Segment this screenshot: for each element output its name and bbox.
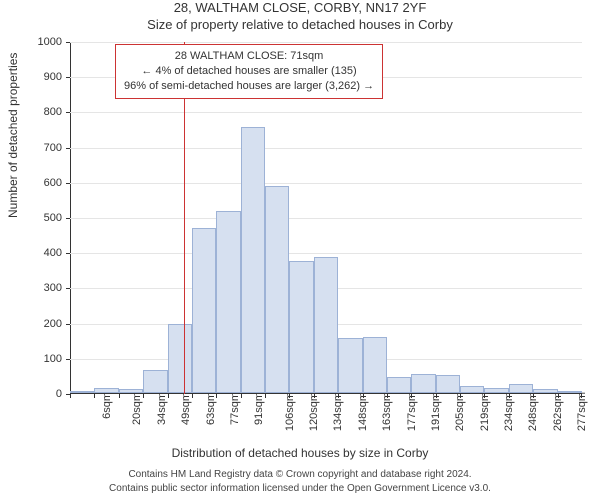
x-tick-label: 20sqm [131, 392, 143, 425]
y-tick-mark [66, 324, 70, 325]
x-tick-label: 277sqm [576, 392, 588, 431]
histogram-bar [533, 389, 557, 393]
x-tick-mark [216, 394, 217, 398]
grid-line [70, 112, 582, 113]
page-root: 28, WALTHAM CLOSE, CORBY, NN17 2YF Size … [0, 0, 600, 500]
y-tick-mark [66, 183, 70, 184]
y-tick-mark [66, 112, 70, 113]
y-tick-label: 600 [0, 177, 62, 189]
y-tick-label: 200 [0, 318, 62, 330]
footer-line-2: Contains public sector information licen… [0, 483, 600, 494]
y-tick-mark [66, 77, 70, 78]
y-tick-mark [66, 42, 70, 43]
x-tick-mark [484, 394, 485, 398]
x-tick-label: 91sqm [253, 392, 265, 425]
histogram-bar [241, 127, 265, 393]
annotation-line-3: 96% of semi-detached houses are larger (… [124, 79, 374, 94]
x-tick-mark [241, 394, 242, 398]
histogram-bar [338, 338, 362, 393]
histogram-bar [484, 388, 508, 393]
x-tick-mark [168, 394, 169, 398]
x-tick-label: 49sqm [180, 392, 192, 425]
x-tick-label: 77sqm [229, 392, 241, 425]
annotation-line-2: ← 4% of detached houses are smaller (135… [124, 64, 374, 79]
y-tick-label: 300 [0, 282, 62, 294]
page-subtitle: Size of property relative to detached ho… [0, 17, 600, 32]
histogram-bar [94, 388, 118, 393]
x-tick-label: 63sqm [205, 392, 217, 425]
x-tick-mark [338, 394, 339, 398]
x-tick-mark [387, 394, 388, 398]
y-tick-label: 900 [0, 71, 62, 83]
x-tick-mark [436, 394, 437, 398]
y-tick-label: 400 [0, 247, 62, 259]
y-tick-mark [66, 288, 70, 289]
x-tick-mark [143, 394, 144, 398]
x-tick-label: 6sqm [101, 392, 113, 419]
y-tick-label: 500 [0, 212, 62, 224]
y-tick-label: 100 [0, 353, 62, 365]
histogram-bar [387, 377, 411, 393]
x-tick-mark [363, 394, 364, 398]
annotation-box: 28 WALTHAM CLOSE: 71sqm← 4% of detached … [115, 44, 383, 99]
y-tick-label: 700 [0, 142, 62, 154]
y-tick-label: 1000 [0, 36, 62, 48]
histogram-chart: 6sqm20sqm34sqm49sqm63sqm77sqm91sqm106sqm… [70, 42, 582, 394]
histogram-bar [70, 391, 94, 393]
x-tick-mark [558, 394, 559, 398]
histogram-bar [119, 389, 143, 393]
grid-line [70, 148, 582, 149]
histogram-bar [143, 370, 167, 393]
x-tick-mark [94, 394, 95, 398]
x-tick-mark [460, 394, 461, 398]
histogram-bar [168, 324, 192, 393]
grid-line [70, 42, 582, 43]
histogram-bar [460, 386, 484, 393]
footer-line-1: Contains HM Land Registry data © Crown c… [0, 469, 600, 480]
y-tick-mark [66, 218, 70, 219]
histogram-bar [436, 375, 460, 393]
x-tick-mark [119, 394, 120, 398]
histogram-bar [289, 261, 313, 393]
x-tick-mark [509, 394, 510, 398]
x-tick-mark [289, 394, 290, 398]
y-tick-label: 800 [0, 106, 62, 118]
x-tick-mark [265, 394, 266, 398]
histogram-bar [558, 391, 582, 393]
x-tick-mark [533, 394, 534, 398]
histogram-bar [216, 211, 240, 393]
y-tick-mark [66, 148, 70, 149]
histogram-bar [314, 257, 338, 393]
grid-line [70, 218, 582, 219]
histogram-bar [411, 374, 435, 393]
histogram-bar [363, 337, 387, 393]
annotation-line-1: 28 WALTHAM CLOSE: 71sqm [124, 49, 374, 64]
y-tick-mark [66, 253, 70, 254]
y-tick-mark [66, 359, 70, 360]
x-tick-mark [581, 394, 582, 398]
histogram-bar [192, 228, 216, 393]
page-title: 28, WALTHAM CLOSE, CORBY, NN17 2YF [0, 0, 600, 15]
x-tick-mark [192, 394, 193, 398]
y-tick-label: 0 [0, 388, 62, 400]
x-tick-mark [70, 394, 71, 398]
histogram-bar [509, 384, 533, 393]
histogram-bar [265, 186, 289, 393]
x-axis-label: Distribution of detached houses by size … [0, 446, 600, 460]
grid-line [70, 253, 582, 254]
grid-line [70, 183, 582, 184]
x-tick-label: 34sqm [156, 392, 168, 425]
x-tick-mark [314, 394, 315, 398]
x-tick-mark [411, 394, 412, 398]
